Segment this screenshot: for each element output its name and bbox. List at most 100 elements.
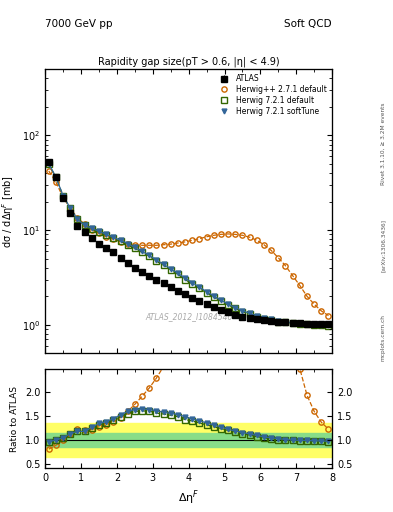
Text: [arXiv:1306.3436]: [arXiv:1306.3436] <box>381 219 386 272</box>
Herwig 7.2.1 default <box>147 253 152 259</box>
Herwig++ 2.7.1 default <box>204 233 209 240</box>
Herwig 7.2.1 default <box>111 235 116 241</box>
Herwig 7.2.1 softTune <box>147 252 152 259</box>
Herwig++ 2.7.1 default <box>154 242 159 248</box>
Herwig 7.2.1 default <box>140 249 144 255</box>
Herwig 7.2.1 softTune <box>53 174 58 180</box>
Herwig 7.2.1 default <box>176 271 180 278</box>
Herwig 7.2.1 default <box>75 216 80 222</box>
Herwig 7.2.1 softTune <box>240 308 245 314</box>
Herwig++ 2.7.1 default <box>247 234 252 240</box>
Herwig 7.2.1 softTune <box>132 244 137 250</box>
Bar <box>45 433 332 447</box>
Herwig 7.2.1 default <box>326 323 331 329</box>
Herwig++ 2.7.1 default <box>305 293 309 300</box>
Herwig 7.2.1 softTune <box>61 193 66 199</box>
Text: mcplots.cern.ch: mcplots.cern.ch <box>381 314 386 361</box>
Herwig 7.2.1 default <box>283 319 288 326</box>
Herwig 7.2.1 default <box>82 222 87 228</box>
Text: Soft QCD: Soft QCD <box>285 19 332 30</box>
Herwig 7.2.1 default <box>254 313 259 319</box>
Herwig 7.2.1 softTune <box>305 321 309 327</box>
Herwig 7.2.1 softTune <box>161 261 166 267</box>
Herwig 7.2.1 softTune <box>283 319 288 325</box>
Herwig 7.2.1 softTune <box>190 280 195 286</box>
Herwig++ 2.7.1 default <box>211 232 216 239</box>
Herwig 7.2.1 default <box>319 322 324 328</box>
Herwig++ 2.7.1 default <box>197 236 202 242</box>
Text: ATLAS_2012_I1084540: ATLAS_2012_I1084540 <box>145 312 232 321</box>
Herwig 7.2.1 default <box>262 315 266 322</box>
Title: Rapidity gap size(pT > 0.6, |η| < 4.9): Rapidity gap size(pT > 0.6, |η| < 4.9) <box>98 57 279 68</box>
Herwig 7.2.1 default <box>46 161 51 167</box>
Line: Herwig 7.2.1 softTune: Herwig 7.2.1 softTune <box>46 161 331 328</box>
Herwig 7.2.1 softTune <box>326 322 331 328</box>
Herwig 7.2.1 softTune <box>276 318 281 324</box>
Herwig 7.2.1 default <box>183 276 187 283</box>
Line: Herwig 7.2.1 default: Herwig 7.2.1 default <box>46 161 331 328</box>
Herwig++ 2.7.1 default <box>53 179 58 185</box>
Herwig++ 2.7.1 default <box>111 236 116 242</box>
Herwig 7.2.1 default <box>132 245 137 251</box>
Herwig 7.2.1 softTune <box>319 322 324 328</box>
Herwig++ 2.7.1 default <box>68 205 73 211</box>
Herwig 7.2.1 default <box>298 321 302 327</box>
X-axis label: Δη$^{F}$: Δη$^{F}$ <box>178 489 199 507</box>
Herwig++ 2.7.1 default <box>132 242 137 248</box>
Herwig 7.2.1 default <box>290 320 295 326</box>
Herwig 7.2.1 softTune <box>140 248 144 254</box>
Herwig 7.2.1 softTune <box>104 231 108 238</box>
Herwig++ 2.7.1 default <box>46 168 51 174</box>
Herwig 7.2.1 softTune <box>183 275 187 281</box>
Herwig++ 2.7.1 default <box>319 308 324 314</box>
Herwig 7.2.1 default <box>53 174 58 180</box>
Bar <box>45 423 332 457</box>
Herwig 7.2.1 softTune <box>298 321 302 327</box>
Herwig 7.2.1 default <box>305 322 309 328</box>
Herwig 7.2.1 default <box>247 311 252 317</box>
Herwig 7.2.1 softTune <box>176 270 180 276</box>
Herwig 7.2.1 default <box>197 285 202 291</box>
Herwig 7.2.1 softTune <box>111 234 116 240</box>
Legend: ATLAS, Herwig++ 2.7.1 default, Herwig 7.2.1 default, Herwig 7.2.1 softTune: ATLAS, Herwig++ 2.7.1 default, Herwig 7.… <box>215 73 328 118</box>
Herwig 7.2.1 softTune <box>290 319 295 326</box>
Herwig 7.2.1 default <box>269 317 274 323</box>
Herwig 7.2.1 softTune <box>262 315 266 321</box>
Herwig 7.2.1 softTune <box>46 161 51 167</box>
Herwig 7.2.1 softTune <box>68 205 73 211</box>
Herwig 7.2.1 default <box>211 294 216 300</box>
Herwig++ 2.7.1 default <box>240 232 245 239</box>
Herwig 7.2.1 default <box>190 281 195 287</box>
Herwig++ 2.7.1 default <box>298 283 302 289</box>
Herwig 7.2.1 softTune <box>219 297 223 303</box>
Herwig 7.2.1 softTune <box>269 316 274 323</box>
Herwig 7.2.1 softTune <box>197 284 202 290</box>
Herwig++ 2.7.1 default <box>97 230 101 237</box>
Herwig 7.2.1 softTune <box>75 216 80 222</box>
Herwig 7.2.1 softTune <box>168 266 173 272</box>
Herwig++ 2.7.1 default <box>219 231 223 238</box>
Herwig 7.2.1 default <box>312 322 316 328</box>
Herwig 7.2.1 default <box>97 229 101 235</box>
Herwig++ 2.7.1 default <box>168 241 173 247</box>
Herwig++ 2.7.1 default <box>190 237 195 243</box>
Herwig++ 2.7.1 default <box>75 215 80 221</box>
Herwig 7.2.1 softTune <box>312 322 316 328</box>
Herwig 7.2.1 softTune <box>254 312 259 318</box>
Herwig 7.2.1 default <box>118 238 123 244</box>
Text: Rivet 3.1.10, ≥ 3.2M events: Rivet 3.1.10, ≥ 3.2M events <box>381 102 386 185</box>
Herwig 7.2.1 default <box>154 258 159 264</box>
Herwig++ 2.7.1 default <box>226 231 230 237</box>
Herwig 7.2.1 default <box>226 302 230 308</box>
Herwig++ 2.7.1 default <box>90 227 94 233</box>
Herwig++ 2.7.1 default <box>176 240 180 246</box>
Herwig++ 2.7.1 default <box>82 221 87 227</box>
Herwig++ 2.7.1 default <box>147 242 152 248</box>
Herwig 7.2.1 default <box>90 226 94 232</box>
Text: 7000 GeV pp: 7000 GeV pp <box>45 19 113 30</box>
Herwig 7.2.1 default <box>68 205 73 211</box>
Herwig++ 2.7.1 default <box>140 242 144 248</box>
Herwig 7.2.1 softTune <box>125 241 130 247</box>
Herwig++ 2.7.1 default <box>233 231 238 238</box>
Herwig++ 2.7.1 default <box>312 301 316 307</box>
